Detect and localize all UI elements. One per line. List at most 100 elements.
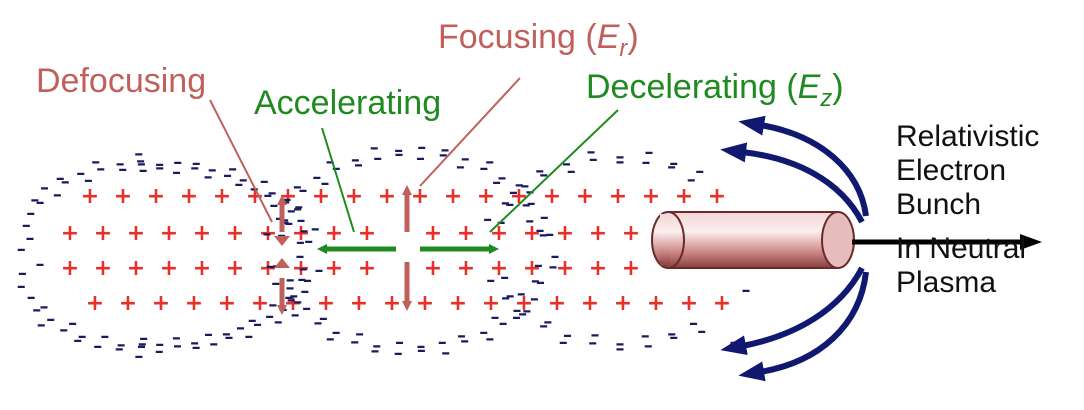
electron-minus: –	[274, 311, 283, 332]
electron-minus: –	[355, 324, 364, 345]
ion-plus: +	[259, 221, 277, 246]
electron-minus: –	[439, 144, 448, 165]
accelerating-label: Accelerating	[254, 84, 442, 122]
electron-sheath: –––––––––––––––––––––– –– –– –– –– –– –––– –– ––…	[17, 137, 751, 367]
ion-plus: +	[642, 184, 660, 209]
electron-minus: –	[116, 153, 125, 174]
ion-plus: +	[477, 184, 495, 209]
ion-plus: +	[127, 256, 145, 281]
ion-plus: +	[61, 221, 79, 246]
electron-minus: –	[332, 322, 341, 343]
bunch-label-line-3: Bunch	[896, 188, 982, 221]
focusing-label: Focusing (Er)	[438, 18, 639, 63]
ion-plus: +	[317, 291, 335, 316]
electron-minus: –	[263, 185, 272, 206]
ion-charges: + + + + + + + + + + + + + + + + + + + ++ + + + + + + + + + + + + + + + ++ + +…	[61, 184, 731, 316]
electron-minus: –	[588, 333, 597, 354]
electron-minus: –	[332, 158, 341, 179]
electron-minus: –	[354, 155, 363, 176]
electron-minus: –	[287, 201, 296, 222]
electron-minus: –	[687, 169, 696, 190]
electron-minus: –	[559, 332, 568, 353]
electron-minus: –	[441, 343, 450, 364]
electron-minus: –	[284, 287, 293, 308]
ion-plus: +	[449, 291, 467, 316]
electron-minus: –	[155, 334, 164, 355]
expelled-electron-arrow-top-outer	[738, 115, 869, 217]
electron-minus: –	[228, 158, 237, 179]
electron-minus: –	[173, 335, 182, 356]
ion-plus: +	[424, 221, 442, 246]
electron-minus: –	[139, 160, 148, 181]
decelerating-label-sub: z	[820, 84, 833, 112]
defocusing-label: Defocusing	[36, 62, 207, 100]
electron-minus: –	[616, 334, 625, 355]
electron-minus: –	[486, 270, 495, 291]
electron-minus: –	[742, 280, 751, 301]
electron-minus: –	[117, 335, 126, 356]
electron-minus: –	[299, 180, 308, 201]
electron-minus: –	[204, 167, 213, 188]
electron-minus: –	[26, 228, 35, 249]
electron-minus: –	[84, 170, 93, 191]
electron-minus: –	[209, 334, 218, 355]
expelled-electron-arrow-bottom-inner	[720, 266, 865, 356]
ion-plus: +	[576, 184, 594, 209]
electron-minus: –	[100, 326, 109, 347]
expelled-electron-arrow-bottom-outer	[738, 271, 869, 382]
electron-minus: –	[530, 289, 539, 310]
electron-minus: –	[492, 172, 501, 193]
electron-minus: –	[134, 144, 143, 165]
bunch-label-line-1: Relativistic	[896, 120, 1040, 153]
electron-minus: –	[512, 307, 521, 328]
electron-minus: –	[321, 173, 330, 194]
ion-plus: +	[86, 291, 104, 316]
focusing-leader	[419, 77, 521, 187]
electron-minus: –	[689, 313, 698, 334]
electron-minus: –	[68, 313, 77, 334]
electron-minus: –	[297, 210, 306, 231]
electron-minus: –	[515, 175, 524, 196]
electron-minus: –	[37, 314, 46, 335]
electron-minus: –	[591, 325, 600, 346]
electron-minus: –	[138, 333, 147, 354]
electron-minus: –	[641, 325, 650, 346]
electron-minus: –	[539, 316, 548, 337]
electron-minus: –	[394, 343, 403, 364]
electron-minus: –	[535, 160, 544, 181]
electron-minus: –	[32, 300, 41, 321]
electron-minus: –	[78, 326, 87, 347]
electron-minus: –	[697, 321, 706, 342]
ion-plus: +	[147, 184, 165, 209]
ion-plus: +	[94, 256, 112, 281]
ion-plus: +	[444, 184, 462, 209]
ion-plus: +	[482, 291, 500, 316]
bunch-label: Relativistic Electron Bunch In Neutral P…	[896, 120, 1039, 300]
electron-minus: –	[115, 338, 124, 359]
electron-minus: –	[616, 146, 625, 167]
electron-minus: –	[540, 207, 549, 228]
decelerating-label: Decelerating (Ez)	[586, 68, 844, 113]
electron-minus: –	[155, 158, 164, 179]
electron-minus: –	[394, 140, 403, 161]
electron-minus: –	[498, 168, 507, 189]
ion-plus: +	[350, 291, 368, 316]
electron-minus: –	[244, 326, 253, 347]
ion-plus: +	[556, 256, 574, 281]
electron-minus: –	[280, 209, 289, 230]
electron-minus: –	[350, 332, 359, 353]
bunch-label-line-2: Electron	[896, 154, 1007, 187]
electron-minus: –	[303, 270, 312, 291]
ion-plus: +	[259, 256, 277, 281]
electron-minus: –	[289, 285, 298, 306]
ion-plus: +	[424, 256, 442, 281]
electron-minus: –	[286, 277, 295, 298]
ion-plus: +	[292, 256, 310, 281]
electron-minus: –	[192, 337, 201, 358]
electron-minus: –	[536, 220, 545, 241]
electron-minus: –	[134, 346, 143, 367]
decelerating-label-close: )	[832, 68, 844, 106]
ion-plus: +	[226, 221, 244, 246]
electron-minus: –	[18, 263, 27, 284]
electron-minus: –	[645, 142, 654, 163]
